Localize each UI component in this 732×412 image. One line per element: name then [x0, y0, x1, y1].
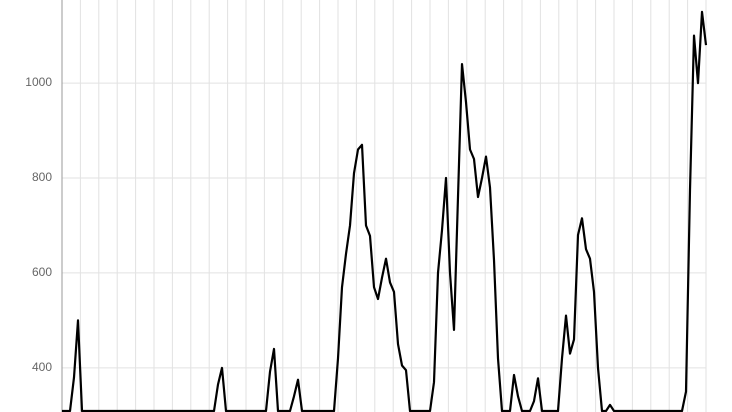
grid — [62, 0, 707, 412]
y-tick-label: 400 — [32, 360, 52, 374]
y-tick-label: 800 — [32, 170, 52, 184]
series-line — [62, 10, 708, 412]
y-tick-label: 600 — [32, 265, 52, 279]
y-axis-ticks: 400 600 800 1000 — [25, 75, 52, 374]
y-tick-label: 1000 — [25, 75, 52, 89]
